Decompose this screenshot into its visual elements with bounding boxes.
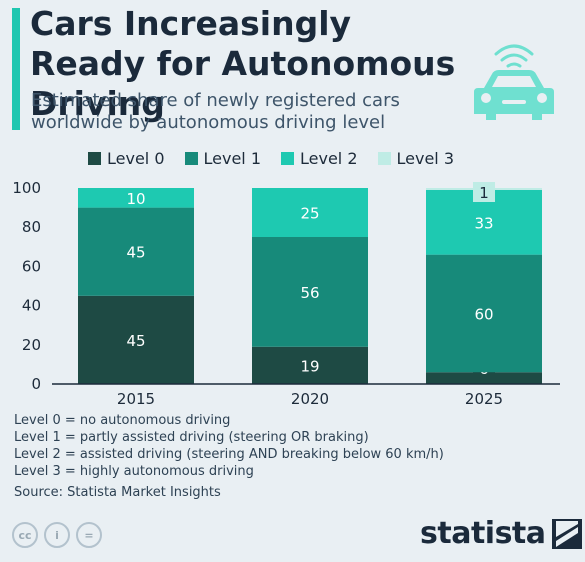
legend-label: Level 1: [203, 149, 262, 168]
data-label: 45: [126, 244, 145, 262]
legend-label: Level 3: [396, 149, 455, 168]
x-tick-label: 2025: [465, 390, 503, 408]
bar-segment: [78, 207, 194, 296]
y-tick-label: 0: [31, 375, 41, 393]
connected-car-icon: [474, 44, 554, 120]
bar-segment: [78, 295, 194, 384]
data-label: 56: [300, 284, 319, 302]
legend-item-level-0: Level 0: [88, 149, 165, 168]
bar-segment: [252, 188, 368, 237]
data-label-box: [473, 182, 495, 202]
legend-swatch: [184, 152, 198, 165]
note-level-0: Level 0 = no autonomous driving: [14, 413, 231, 428]
data-label: 10: [126, 190, 145, 208]
legend-item-level-1: Level 1: [184, 149, 262, 168]
legend-swatch: [88, 152, 101, 165]
data-label: 25: [300, 205, 319, 223]
note-level-1: Level 1 = partly assisted driving (steer…: [14, 430, 369, 445]
license-icons: cc i =: [12, 522, 102, 548]
bar-segment: [252, 346, 368, 384]
data-label: 19: [300, 357, 319, 375]
x-tick-label: 2015: [117, 390, 155, 408]
statista-logo: statista: [420, 516, 582, 551]
y-tick-label: 100: [12, 179, 41, 197]
x-tick-label: 2020: [291, 390, 329, 408]
cc-icon: cc: [12, 522, 38, 548]
data-label: 33: [474, 214, 493, 232]
title-accent-bar: [12, 8, 20, 130]
data-label: 60: [474, 305, 493, 323]
y-tick-label: 20: [22, 336, 41, 354]
data-label: 1: [479, 184, 489, 202]
bar-segment: [426, 254, 542, 373]
legend-item-level-2: Level 2: [281, 149, 358, 168]
legend-swatch: [281, 152, 294, 165]
bar-segment: [252, 237, 368, 347]
legend-swatch: [377, 152, 391, 165]
chart-notes: Level 0 = no autonomous driving Level 1 …: [14, 412, 444, 501]
legend-label: Level 0: [107, 149, 165, 168]
y-tick-label: 60: [22, 257, 41, 275]
data-label: 45: [126, 332, 145, 350]
legend-label: Level 2: [300, 149, 358, 168]
statista-mark-icon: [551, 518, 582, 549]
legend-item-level-3: Level 3: [377, 149, 455, 168]
note-level-2: Level 2 = assisted driving (steering AND…: [14, 447, 444, 462]
y-tick-label: 40: [22, 297, 41, 315]
stacked-bar-chart: 0204060801004545102015195625202066033120…: [12, 179, 560, 408]
chart-subtitle: Estimated share of newly registered cars…: [31, 90, 400, 133]
y-tick-label: 80: [22, 218, 41, 236]
brand-wordmark: statista: [420, 516, 546, 551]
chart-title: Cars Increasingly Ready for Autonomous D…: [30, 4, 456, 123]
equals-icon: =: [76, 522, 102, 548]
person-icon: i: [44, 522, 70, 548]
source-note: Source: Statista Market Insights: [14, 485, 221, 500]
chart-legend: Level 0 Level 1 Level 2 Level 3: [88, 149, 454, 168]
bar-segment: [78, 188, 194, 208]
note-level-3: Level 3 = highly autonomous driving: [14, 464, 254, 479]
